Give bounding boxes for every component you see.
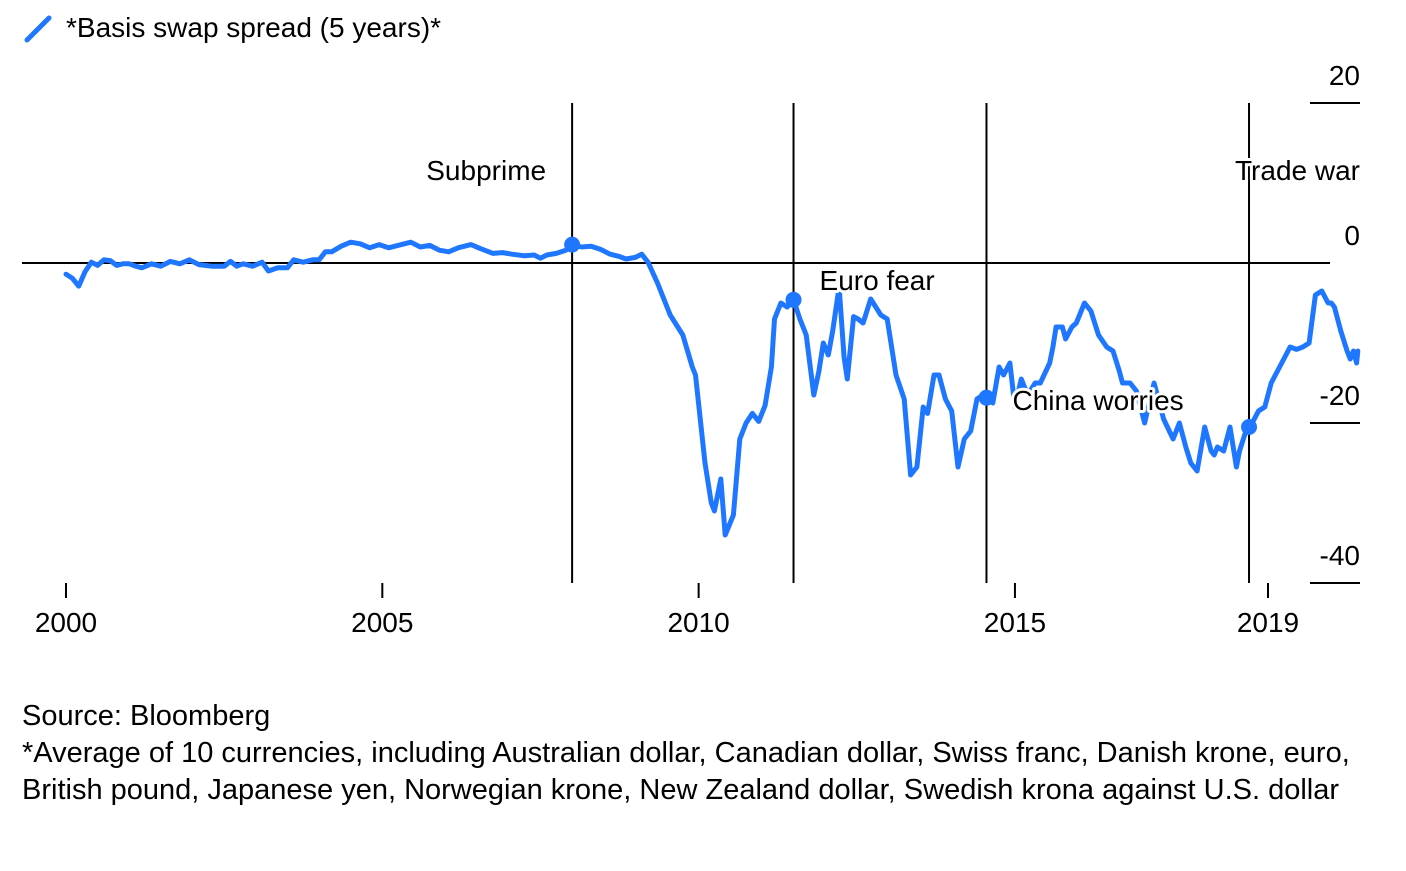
x-tick-label: 2000 (35, 607, 97, 638)
event-marker (564, 236, 581, 253)
x-tick-label: 2019 (1237, 607, 1299, 638)
chart: 20 0 -20 -40 2000 2005 2010 2015 2019 Subprime Eur… (22, 60, 1361, 638)
x-tick-label: 2015 (984, 607, 1046, 638)
event-label: China worries (1012, 385, 1183, 416)
footer: Source: Bloomberg *Average of 10 currenc… (22, 698, 1392, 809)
y-tick-label: -20 (1320, 380, 1360, 411)
event-marker (785, 291, 802, 308)
y-tick-label: -40 (1320, 540, 1360, 571)
legend: *Basis swap spread (5 years)* (22, 8, 441, 48)
y-tick-label: 0 (1344, 220, 1360, 251)
series-line (63, 239, 1361, 538)
event-label: Trade war (1235, 155, 1360, 186)
event-label: Euro fear (820, 265, 935, 296)
event-marker (1241, 419, 1258, 435)
footnote: *Average of 10 currencies, including Aus… (22, 737, 1350, 806)
event-label: Subprime (426, 155, 546, 186)
x-tick-label: 2005 (351, 607, 413, 638)
event-marker (978, 389, 995, 406)
x-tick-label: 2010 (667, 607, 729, 638)
line-swatch-icon (24, 15, 52, 43)
source-note: Source: Bloomberg (22, 700, 271, 732)
legend-swatch-line (24, 15, 52, 43)
y-tick-label: 20 (1329, 60, 1360, 91)
legend-label: *Basis swap spread (5 years)* (66, 12, 442, 43)
